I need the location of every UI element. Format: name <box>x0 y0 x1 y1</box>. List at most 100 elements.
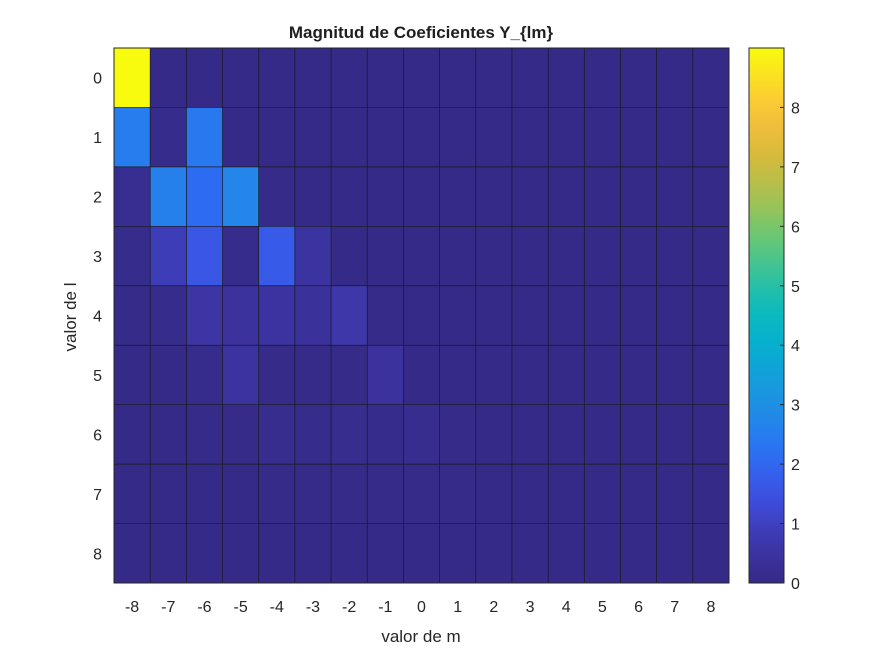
heatmap-cell <box>584 166 621 227</box>
heatmap-cell <box>511 48 549 108</box>
heatmap-cell <box>186 48 224 108</box>
heatmap-cell <box>620 226 658 287</box>
heatmap-cell <box>511 404 549 465</box>
x-tick-labels: -8 -7 -6 -5 -4 -3 -2 -1 0 1 2 3 4 5 6 7 8 <box>125 599 715 616</box>
x-tick-label: 3 <box>526 599 535 616</box>
x-tick-label: -1 <box>378 599 392 616</box>
heatmap-cell <box>548 48 585 108</box>
y-tick-labels: 0 1 2 3 4 5 6 7 8 <box>93 71 102 564</box>
y-tick-label: 5 <box>93 368 102 385</box>
heatmap-cell <box>186 285 224 346</box>
heatmap-cell <box>475 166 513 227</box>
heatmap-cell <box>511 523 549 584</box>
heatmap-cell <box>439 48 477 108</box>
heatmap-cell <box>548 107 585 168</box>
heatmap-cell <box>692 166 730 227</box>
y-tick-label: 4 <box>93 309 102 326</box>
heatmap-cell <box>258 404 296 465</box>
x-tick-label: 4 <box>562 599 571 616</box>
heatmap-cell <box>656 285 694 346</box>
y-tick-label: 0 <box>93 71 102 88</box>
heatmap-cell <box>331 166 368 227</box>
x-tick-label: -7 <box>161 599 175 616</box>
heatmap-cell <box>367 166 404 227</box>
heatmap-cell <box>114 404 151 465</box>
heatmap-cell <box>439 285 477 346</box>
heatmap-cell <box>258 464 296 525</box>
heatmap-cell <box>222 166 260 227</box>
heatmap-cell <box>620 404 658 465</box>
heatmap-cell <box>403 166 441 227</box>
heatmap-cell <box>656 166 694 227</box>
heatmap-cell <box>114 48 151 108</box>
heatmap-cell <box>150 226 187 287</box>
colorbar-tick-label: 7 <box>791 160 800 177</box>
heatmap-cell <box>331 464 368 525</box>
chart-title: Magnitud de Coeficientes Y_{lm} <box>289 23 554 42</box>
heatmap-cell <box>620 285 658 346</box>
heatmap-cell <box>692 48 730 108</box>
y-tick-label: 1 <box>93 130 102 147</box>
heatmap-cell <box>367 523 404 584</box>
heatmap-cell <box>475 523 513 584</box>
heatmap-cell <box>620 464 658 525</box>
heatmap-cell <box>114 345 151 406</box>
heatmap-cell <box>511 345 549 406</box>
x-tick-label: 6 <box>634 599 643 616</box>
heatmap-cell <box>548 285 585 346</box>
x-axis-label: valor de m <box>381 627 460 646</box>
heatmap-cell <box>548 345 585 406</box>
heatmap-cell <box>150 166 187 227</box>
heatmap-cell <box>294 404 332 465</box>
heatmap-cell <box>186 345 224 406</box>
heatmap-cell <box>150 285 187 346</box>
heatmap-cell <box>584 107 621 168</box>
heatmap-cell <box>548 166 585 227</box>
heatmap-cell <box>186 107 224 168</box>
heatmap-cell <box>439 107 477 168</box>
heatmap-cell <box>150 48 187 108</box>
heatmap-cell <box>294 166 332 227</box>
heatmap-cell <box>403 345 441 406</box>
heatmap-cell <box>548 464 585 525</box>
heatmap-cell <box>222 285 260 346</box>
heatmap-cell <box>620 345 658 406</box>
heatmap-cell <box>403 48 441 108</box>
heatmap-cell <box>258 523 296 584</box>
heatmap-cell <box>403 523 441 584</box>
heatmap-cell <box>511 107 549 168</box>
heatmap-cell <box>258 285 296 346</box>
colorbar: 0 1 2 3 4 5 6 7 8 <box>748 47 800 593</box>
heatmap-cell <box>331 523 368 584</box>
heatmap-cell <box>258 48 296 108</box>
heatmap-cell <box>511 226 549 287</box>
heatmap-cell <box>186 404 224 465</box>
y-tick-label: 3 <box>93 249 102 266</box>
y-tick-label: 7 <box>93 487 102 504</box>
colorbar-tick-label: 5 <box>791 279 800 296</box>
heatmap-cell <box>294 107 332 168</box>
heatmap-cell <box>150 404 187 465</box>
heatmap-cell <box>584 523 621 584</box>
heatmap-cell <box>294 48 332 108</box>
heatmap-cell <box>186 166 224 227</box>
heatmap-cell <box>475 107 513 168</box>
heatmap-cell <box>620 48 658 108</box>
heatmap-cell <box>367 107 404 168</box>
heatmap-cell <box>511 166 549 227</box>
heatmap-cell <box>150 523 187 584</box>
heatmap-cell <box>475 464 513 525</box>
heatmap-cell <box>656 523 694 584</box>
colorbar-tick-label: 8 <box>791 100 800 117</box>
heatmap-cell <box>584 48 621 108</box>
heatmap-cell <box>403 226 441 287</box>
colorbar-tick-label: 4 <box>791 338 800 355</box>
heatmap-cell <box>331 404 368 465</box>
heatmap-cell <box>656 226 694 287</box>
heatmap-cell <box>367 464 404 525</box>
heatmap-cell <box>331 285 368 346</box>
heatmap-cell <box>548 404 585 465</box>
heatmap-cell <box>656 404 694 465</box>
